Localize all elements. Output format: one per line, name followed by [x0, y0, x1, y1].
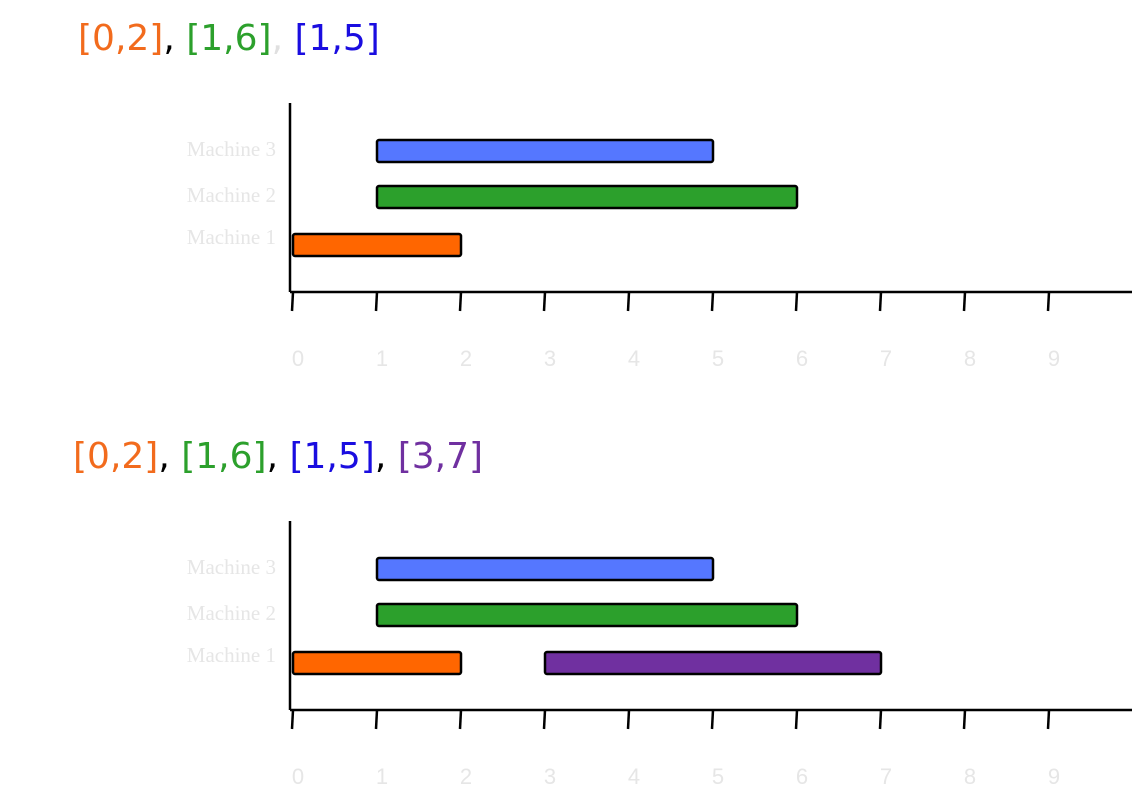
title-part: , [158, 436, 181, 477]
title-part: [0,2] [78, 18, 163, 59]
task-bar [375, 184, 799, 210]
title-part: , [267, 436, 290, 477]
x-tick-label: 2 [460, 764, 472, 789]
row-label: Machine 3 [187, 555, 276, 579]
x-tick [710, 709, 715, 730]
row-label: Machine 2 [187, 183, 276, 207]
x-tick-label: 3 [544, 346, 556, 371]
row-label: Machine 1 [187, 225, 276, 249]
x-tick [458, 709, 463, 730]
x-tick [878, 291, 883, 312]
gantt-chart: [0,2], [1,6], [1,5] Machine 1 Machine 2 Mac… [78, 18, 1132, 371]
x-tick-label: 1 [376, 764, 388, 789]
x-tick-label: 0 [292, 764, 304, 789]
task-bar [375, 556, 715, 582]
title-part: , [272, 18, 295, 59]
x-tick [626, 291, 631, 312]
row-label: Machine 2 [187, 601, 276, 625]
x-tick [962, 291, 967, 312]
x-tick-label: 6 [796, 346, 808, 371]
x-tick [374, 291, 379, 312]
chart-title: [0,2], [1,6], [1,5], [3,7] [73, 436, 483, 477]
task-bar [291, 650, 463, 676]
x-tick [290, 709, 295, 730]
title-part: , [163, 18, 186, 59]
x-tick-label: 7 [880, 346, 892, 371]
x-tick-label: 5 [712, 346, 724, 371]
title-part: , [375, 436, 398, 477]
x-tick [542, 709, 547, 730]
x-tick-label: 9 [1048, 346, 1060, 371]
x-tick-label: 9 [1048, 764, 1060, 789]
x-tick [710, 291, 715, 312]
x-tick [1046, 709, 1051, 730]
x-tick-label: 5 [712, 764, 724, 789]
x-tick [878, 709, 883, 730]
x-tick-label: 3 [544, 764, 556, 789]
title-part: [0,2] [73, 436, 158, 477]
x-tick [542, 291, 547, 312]
task-bar [543, 650, 883, 676]
x-tick-label: 8 [964, 346, 976, 371]
x-tick [626, 709, 631, 730]
x-tick-label: 1 [376, 346, 388, 371]
x-tick-label: 4 [628, 764, 640, 789]
title-part: [1,5] [289, 436, 374, 477]
row-label: Machine 3 [187, 137, 276, 161]
title-part: [1,6] [186, 18, 271, 59]
x-tick-label: 4 [628, 346, 640, 371]
title-part: [1,5] [294, 18, 379, 59]
x-tick [962, 709, 967, 730]
x-tick [794, 291, 799, 312]
title-part: [3,7] [398, 436, 483, 477]
x-tick-label: 8 [964, 764, 976, 789]
x-tick-label: 6 [796, 764, 808, 789]
x-tick-label: 2 [460, 346, 472, 371]
x-tick-label: 0 [292, 346, 304, 371]
x-tick [1046, 291, 1051, 312]
x-tick [458, 291, 463, 312]
x-tick [374, 709, 379, 730]
gantt-chart: [0,2], [1,6], [1,5], [3,7] Machine 1 Machi… [73, 436, 1132, 789]
x-tick-label: 7 [880, 764, 892, 789]
x-tick [290, 291, 295, 312]
task-bar [291, 232, 463, 258]
row-label: Machine 1 [187, 643, 276, 667]
task-bar [375, 602, 799, 628]
task-bar [375, 138, 715, 164]
title-part: [1,6] [181, 436, 266, 477]
x-tick [794, 709, 799, 730]
chart-title: [0,2], [1,6], [1,5] [78, 18, 380, 59]
